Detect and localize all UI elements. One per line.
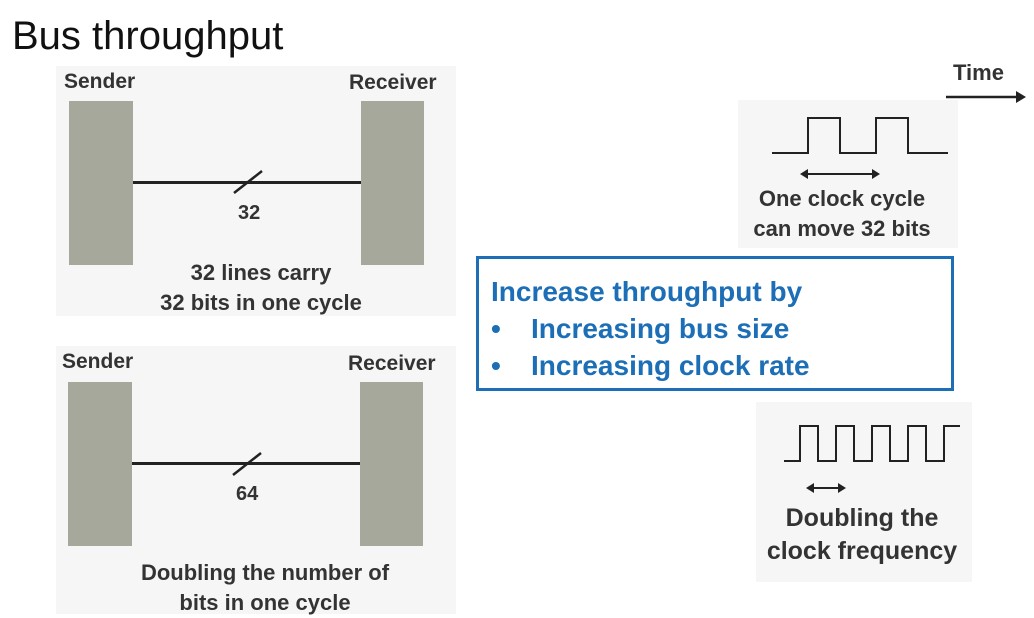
throughput-callout: Increase throughput by • Increasing bus s… [476,256,954,391]
fast-caption-line1: Doubling the [785,504,939,532]
fast-clock-waveform [784,425,960,462]
bullet-icon: • [491,350,501,381]
receiver-block-bottom [360,382,423,546]
receiver-label-top: Receiver [349,71,437,94]
callout-item-clock-rate: • Increasing clock rate [491,347,951,384]
callout-item-label: Increasing clock rate [531,350,810,381]
page-title: Bus throughput [12,14,284,58]
fast-caption-line2: clock frequency [766,537,958,565]
sender-label-top: Sender [64,70,136,93]
bus-width-label-top: 32 [238,202,261,224]
caption-top: 32 lines carry 32 bits in one cycle [106,258,416,318]
time-arrow-icon [946,91,1026,103]
caption-bottom-line2: bits in one cycle [179,590,351,615]
receiver-label-bottom: Receiver [348,352,436,375]
callout-item-bus-size: • Increasing bus size [491,310,951,347]
fast-clock-caption: Doubling the clock frequency [732,502,992,568]
slow-clock-caption: One clock cycle can move 32 bits [722,184,962,244]
caption-top-line1: 32 lines carry [190,260,332,285]
bullet-icon: • [491,313,501,344]
receiver-block-top [361,101,424,265]
caption-bottom: Doubling the number of bits in one cycle [100,558,430,618]
bus-slash-bottom [232,452,262,476]
slow-cycle-double-arrow-icon [800,169,880,179]
bus-width-label-bottom: 64 [236,483,259,505]
slow-caption-line2: can move 32 bits [753,216,931,241]
time-label: Time [953,60,1004,85]
fast-cycle-double-arrow-icon [806,483,846,493]
caption-bottom-line1: Doubling the number of [140,560,390,585]
callout-heading: Increase throughput by [491,276,803,307]
caption-top-line2: 32 bits in one cycle [160,290,362,315]
slow-caption-line1: One clock cycle [758,186,926,211]
bus-slash-top [233,170,263,194]
fast-clock-panel [756,402,972,582]
sender-label-bottom: Sender [62,350,134,373]
callout-item-label: Increasing bus size [531,313,790,344]
slow-clock-waveform [772,117,948,154]
sender-block-bottom [68,382,132,546]
sender-block-top [69,101,133,265]
